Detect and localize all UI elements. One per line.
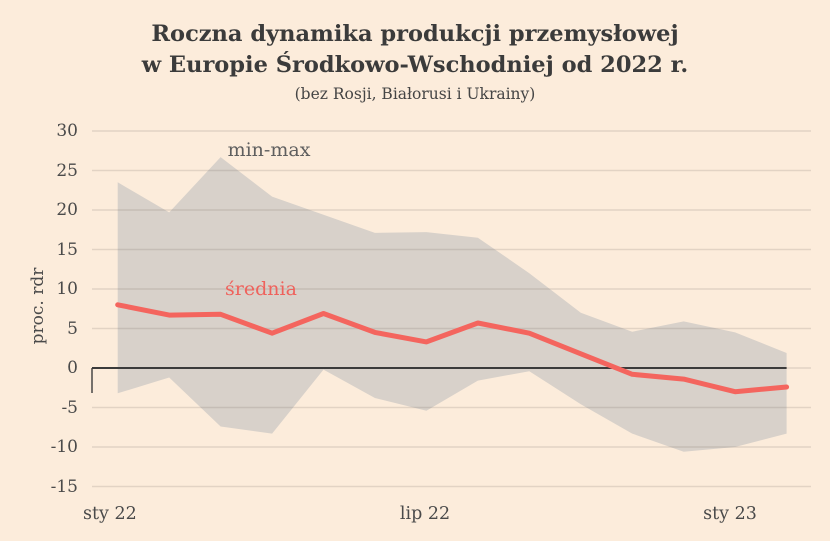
x-tick-label-sty22: sty 22 [83, 504, 137, 524]
y-axis-title: proc. rdr [28, 267, 48, 345]
y-tick-label-30: 30 [56, 121, 78, 141]
x-tick-label-lip22: lip 22 [399, 504, 451, 524]
chart-subtitle: (bez Rosji, Białorusi i Ukrainy) [294, 85, 536, 103]
y-tick-label-25: 25 [56, 160, 78, 181]
y-tick-label-0: 0 [67, 358, 78, 378]
y-tick-label-15: 15 [56, 239, 78, 260]
chart-title-line2: w Europie Środkowo-Wschodniej od 2022 r. [141, 52, 689, 78]
x-tick-label-sty23: sty 23 [703, 504, 757, 524]
y-tick-label-10: 10 [56, 279, 78, 299]
minmax-band-label: min-max [227, 139, 311, 161]
chart-title-line1: Roczna dynamika produkcji przemysłowej [151, 21, 679, 47]
chart-header: Roczna dynamika produkcji przemysłowej w… [0, 19, 830, 104]
y-tick-label--15: -15 [50, 476, 78, 497]
mean-series-label: średnia [225, 278, 297, 300]
y-tick-label-5: 5 [67, 318, 78, 339]
mean-line [115, 302, 790, 395]
y-tick-label-20: 20 [56, 200, 78, 220]
minmax-band [117, 157, 787, 452]
y-tick-label--10: -10 [50, 437, 78, 457]
y-tick-label--5: -5 [61, 397, 78, 418]
